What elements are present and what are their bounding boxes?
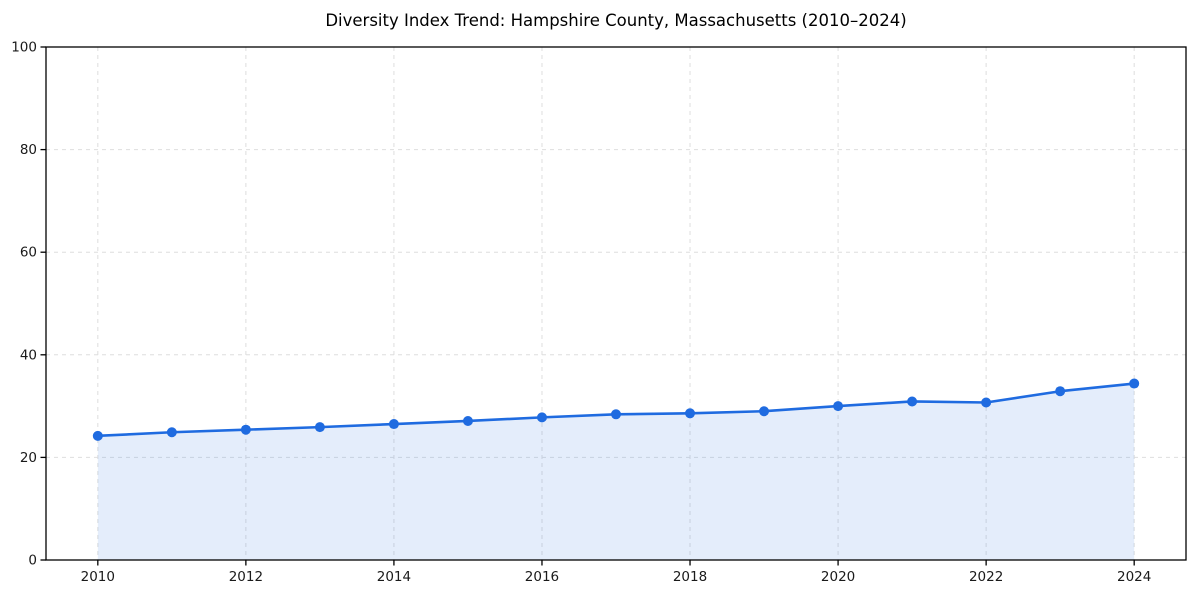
data-point-2012 [240,424,251,435]
data-point-2024 [1129,378,1140,389]
area-fill [97,383,1135,560]
x-tick-label: 2022 [969,569,1003,585]
y-tick-label: 80 [20,142,37,158]
data-point-2011 [166,427,177,438]
data-point-2016 [536,412,547,423]
y-tick-label: 40 [20,347,37,363]
plot-border [45,46,1187,561]
data-point-2019 [759,406,770,417]
x-tick-label: 2018 [673,569,707,585]
data-point-2010 [92,430,103,441]
chart-title: Diversity Index Trend: Hampshire County,… [325,11,907,30]
y-tick-label: 60 [20,245,37,261]
data-point-2018 [685,408,696,419]
data-point-2023 [1055,386,1066,397]
x-tick-label: 2012 [229,569,263,585]
y-tick-label: 100 [11,40,37,56]
data-point-2020 [833,401,844,412]
data-point-2014 [388,419,399,430]
x-tick-label: 2010 [81,569,115,585]
data-point-2015 [462,415,473,426]
data-point-2022 [981,397,992,408]
x-tick-label: 2020 [821,569,855,585]
x-tick-label: 2024 [1117,569,1151,585]
y-tick-label: 0 [28,553,37,569]
x-tick-label: 2014 [377,569,411,585]
data-point-2021 [907,396,918,407]
data-point-2013 [314,422,325,433]
data-point-2017 [611,409,621,420]
y-tick-label: 20 [20,450,37,466]
x-tick-label: 2016 [525,569,559,585]
